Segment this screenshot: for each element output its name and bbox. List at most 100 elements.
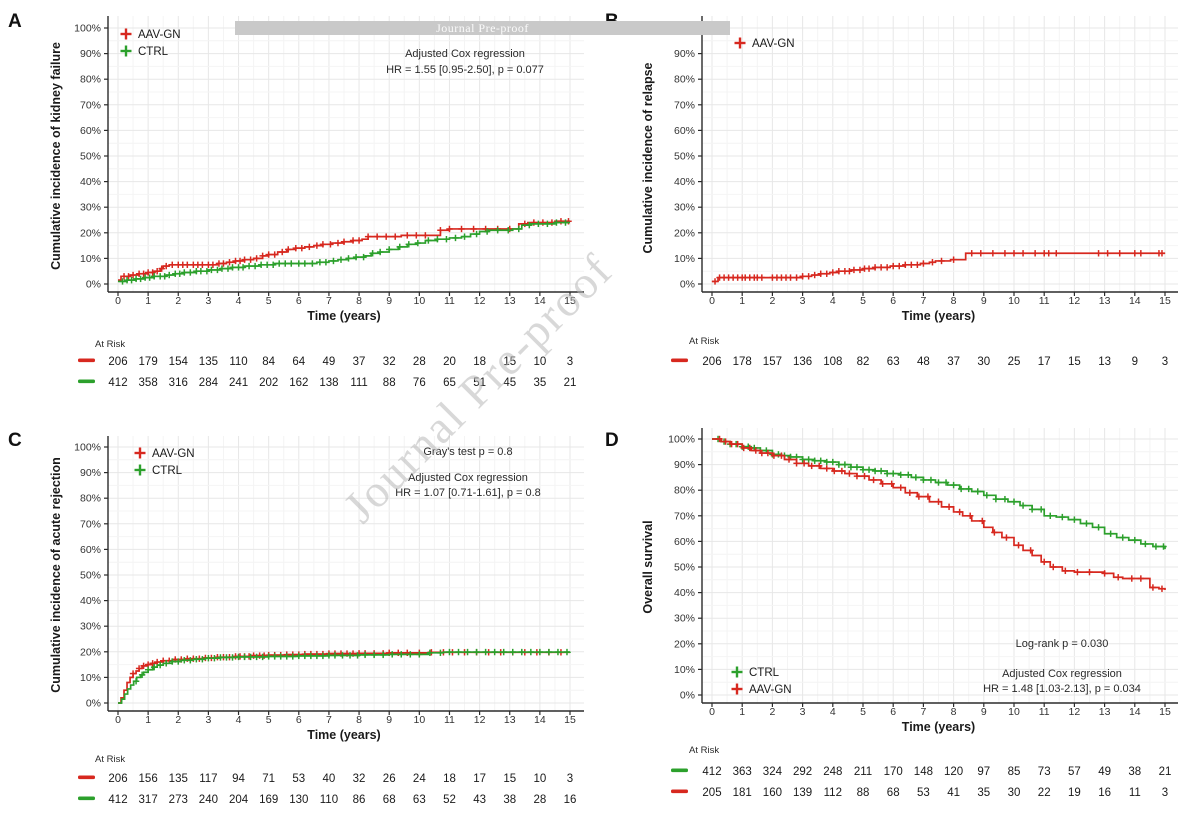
- panel-D-at-risk-value: 11: [1129, 787, 1141, 799]
- panel-D-at-risk-value: 170: [884, 766, 903, 778]
- panel-A-at-risk-marker-AAV-GN: [78, 358, 95, 363]
- panel-C-at-risk-value: 273: [169, 794, 188, 806]
- panel-B-x-tick-label: 0: [709, 295, 715, 307]
- panel-A-at-risk-value: 154: [169, 356, 189, 368]
- panel-D-y-tick-label: 20%: [674, 638, 695, 650]
- panel-A-x-tick-label: 11: [444, 295, 455, 307]
- panel-A-y-tick-label: 50%: [80, 151, 101, 163]
- panel-C-at-risk-value: 28: [533, 794, 546, 806]
- panel-A-x-axis-title: Time (years): [307, 309, 380, 323]
- panel-D-x-tick-label: 15: [1159, 706, 1171, 718]
- panel-C-at-risk-value: 412: [108, 794, 127, 806]
- panel-C-at-risk-value: 206: [108, 773, 127, 785]
- panel-A-at-risk-value: 32: [383, 356, 396, 368]
- panel-A-at-risk-marker-CTRL: [78, 379, 95, 384]
- panel-C-at-risk-value: 317: [139, 794, 158, 806]
- panel-A-x-tick-label: 14: [534, 295, 546, 307]
- panel-C-x-tick-label: 13: [504, 714, 516, 726]
- panel-B-y-tick-label: 0%: [680, 279, 695, 291]
- panel-C-y-tick-label: 50%: [80, 570, 101, 582]
- panel-B-x-tick-label: 3: [800, 295, 806, 307]
- panel-D-y-tick-label: 0%: [680, 690, 695, 702]
- panel-C-x-tick-label: 8: [356, 714, 362, 726]
- panel-C-x-tick-label: 9: [386, 714, 392, 726]
- panel-A-label: A: [8, 11, 22, 32]
- panel-D-at-risk-value: 41: [947, 787, 960, 799]
- panel-D-x-tick-label: 7: [920, 706, 926, 718]
- panel-A-at-risk-value: 316: [169, 377, 188, 389]
- panel-C-at-risk-value: 86: [353, 794, 366, 806]
- panel-B-at-risk-value: 108: [823, 356, 842, 368]
- panel-D-x-tick-label: 13: [1099, 706, 1111, 718]
- panel-A-at-risk-value: 65: [443, 377, 456, 389]
- panel-D-at-risk-value: 97: [977, 766, 990, 778]
- panel-A-x-tick-label: 10: [413, 295, 425, 307]
- panel-C-x-tick-label: 6: [296, 714, 302, 726]
- panel-A-at-risk-value: 110: [229, 356, 247, 368]
- panel-B-y-tick-label: 40%: [674, 176, 695, 188]
- journal-preproof-banner: Journal Pre-proof: [235, 21, 730, 35]
- panel-A-x-tick-label: 3: [205, 295, 211, 307]
- panel-C-at-risk-value: 204: [229, 794, 249, 806]
- panel-B-at-risk-title: At Risk: [689, 336, 719, 347]
- panel-D-at-risk-value: 22: [1038, 787, 1051, 799]
- panel-A-legend-label: CTRL: [138, 46, 169, 58]
- panel-C-at-risk-value: 71: [262, 773, 275, 785]
- panel-C-y-tick-label: 90%: [80, 467, 101, 479]
- panel-B-y-tick-label: 50%: [674, 151, 695, 163]
- panel-D-at-risk-marker-CTRL: [671, 768, 688, 773]
- panel-A-y-tick-label: 100%: [74, 23, 101, 35]
- panel-C-x-tick-label: 14: [534, 714, 546, 726]
- panel-A-at-risk-value: 358: [139, 377, 158, 389]
- panel-A-at-risk-value: 21: [564, 377, 577, 389]
- panel-A-at-risk-value: 76: [413, 377, 426, 389]
- panel-C-x-tick-label: 12: [474, 714, 486, 726]
- panel-A-at-risk-value: 88: [383, 377, 396, 389]
- panel-C-at-risk-value: 40: [323, 773, 336, 785]
- panel-B-at-risk-value: 3: [1162, 356, 1168, 368]
- panel-B-x-tick-label: 5: [860, 295, 866, 307]
- panel-D-at-risk-value: 19: [1068, 787, 1081, 799]
- panel-D-at-risk-value: 30: [1008, 787, 1021, 799]
- panel-D-at-risk-value: 3: [1162, 787, 1168, 799]
- panel-C-legend-label: CTRL: [152, 465, 183, 477]
- panel-A-at-risk-value: 64: [292, 356, 305, 368]
- panel-D-at-risk-value: 112: [824, 787, 842, 799]
- panel-B-y-tick-label: 10%: [674, 253, 695, 265]
- panel-D-y-axis-title: Overall survival: [641, 520, 655, 613]
- panel-C-at-risk-value: 53: [292, 773, 305, 785]
- panel-B-x-tick-label: 1: [739, 295, 745, 307]
- panel-D-x-tick-label: 6: [890, 706, 896, 718]
- panel-A-y-tick-label: 90%: [80, 48, 101, 60]
- panel-C-x-tick-label: 3: [205, 714, 211, 726]
- panel-D-at-risk-value: 16: [1098, 787, 1111, 799]
- panel-A-x-tick-label: 8: [356, 295, 362, 307]
- panel-C-at-risk-value: 24: [413, 773, 426, 785]
- panel-D-y-tick-label: 60%: [674, 536, 695, 548]
- panel-D-at-risk-marker-AAV-GN: [671, 789, 688, 794]
- panel-C-y-tick-label: 60%: [80, 544, 101, 556]
- panel-A-x-tick-label: 7: [326, 295, 332, 307]
- panel-B-at-risk-value: 63: [887, 356, 900, 368]
- panel-C-at-risk-value: 17: [473, 773, 486, 785]
- panel-A-y-tick-label: 70%: [80, 99, 101, 111]
- panel-D-at-risk-value: 139: [793, 787, 812, 799]
- panel-D-x-tick-label: 2: [769, 706, 775, 718]
- panel-B-legend-label: AAV-GN: [752, 38, 795, 50]
- panel-B-at-risk-marker-AAV-GN: [671, 358, 688, 363]
- panel-C-y-tick-label: 20%: [80, 646, 101, 658]
- panel-D-at-risk-value: 363: [733, 766, 752, 778]
- panel-D-at-risk-value: 248: [823, 766, 842, 778]
- panel-C-at-risk-value: 169: [259, 794, 278, 806]
- panel-C-y-tick-label: 30%: [80, 621, 101, 633]
- panel-C-x-tick-label: 15: [564, 714, 576, 726]
- panel-D-y-tick-label: 100%: [668, 434, 695, 446]
- panel-B-y-tick-label: 90%: [674, 48, 695, 60]
- panel-C-x-axis-title: Time (years): [307, 728, 380, 742]
- panel-B-y-tick-label: 80%: [674, 74, 695, 86]
- panel-B-y-tick-label: 20%: [674, 227, 695, 239]
- panel-D-at-risk-value: 21: [1159, 766, 1172, 778]
- panel-A-x-tick-label: 9: [386, 295, 392, 307]
- panel-C-y-tick-label: 10%: [80, 672, 101, 684]
- panel-D-y-tick-label: 30%: [674, 613, 695, 625]
